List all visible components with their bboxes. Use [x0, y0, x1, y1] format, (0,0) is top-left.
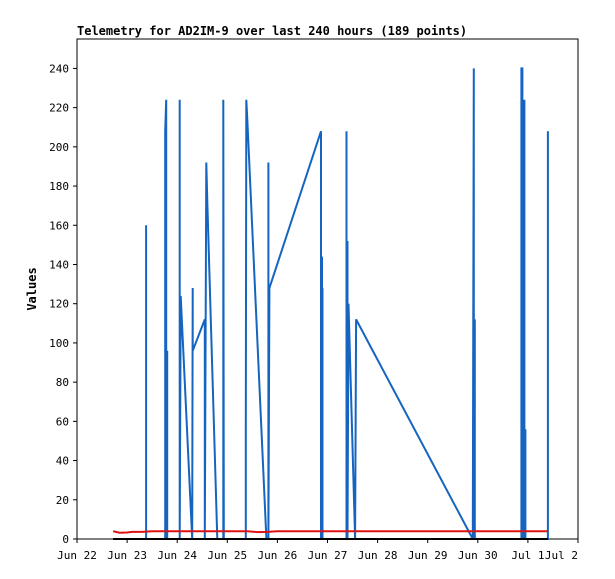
plot-frame [76, 38, 579, 540]
x-tick-label: Jun 28 [358, 549, 398, 562]
y-axis: 0 20 40 60 80 100 120 140 160 180 200 220 240 [49, 62, 77, 546]
series-line-2 [112, 530, 548, 534]
y-tick-label: 200 [49, 141, 69, 154]
y-tick-label: 40 [56, 455, 69, 468]
chart-title: Telemetry for AD2IM-9 over last 240 hour… [77, 24, 467, 38]
x-tick-label: Jul 1 [511, 549, 544, 562]
x-tick-label: Jun 23 [107, 549, 147, 562]
x-tick-label: Jul 2 [545, 549, 578, 562]
series-line-1 [145, 67, 549, 540]
x-tick-label: Jun 29 [408, 549, 448, 562]
y-tick-label: 60 [56, 415, 69, 428]
x-tick-label: Jun 27 [308, 549, 348, 562]
y-axis-label: Values [25, 267, 39, 310]
y-tick-label: 220 [49, 102, 69, 115]
y-tick-label: 240 [49, 62, 69, 75]
x-tick-label: Jun 24 [157, 549, 197, 562]
x-tick-label: Jun 30 [458, 549, 498, 562]
y-tick-label: 0 [62, 533, 69, 546]
y-tick-label: 20 [56, 494, 69, 507]
y-tick-label: 140 [49, 258, 69, 271]
x-tick-label: Jun 22 [57, 549, 97, 562]
x-tick-label: Jun 25 [207, 549, 247, 562]
y-tick-label: 120 [49, 298, 69, 311]
y-tick-label: 180 [49, 180, 69, 193]
series-layer [112, 67, 549, 540]
x-axis: Jun 22 Jun 23 Jun 24 Jun 25 Jun 26 Jun 27 Jun … [57, 539, 579, 562]
y-tick-label: 100 [49, 337, 69, 350]
y-tick-label: 80 [56, 376, 69, 389]
y-tick-label: 160 [49, 219, 69, 232]
x-tick-label: Jun 26 [258, 549, 298, 562]
